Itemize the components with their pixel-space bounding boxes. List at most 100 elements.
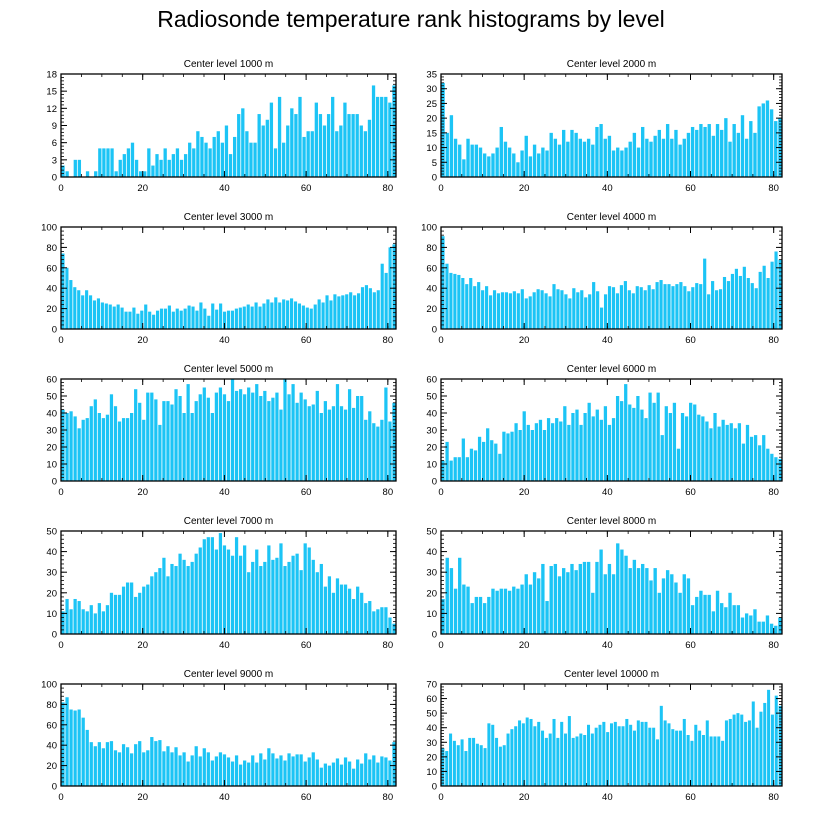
histogram-bar [380,756,383,786]
histogram-bar [219,388,222,482]
histogram-bar [380,97,383,177]
histogram-bar [78,160,81,177]
histogram-bar [710,736,713,786]
histogram-bar [679,282,682,329]
histogram-bar [583,735,586,786]
histogram-bar [665,406,668,481]
histogram-bar [203,539,206,634]
y-tick-label: 3 [52,155,57,166]
histogram-bar [296,554,299,634]
histogram-bar [283,379,286,481]
histogram-bar [551,423,554,481]
histogram-bar [219,304,222,330]
histogram-bar [287,562,290,634]
y-tick-label: 12 [46,104,57,115]
x-tick-label: 0 [438,335,443,346]
histogram-bar [327,114,330,177]
histogram-bar [373,292,376,329]
histogram-bar [468,738,471,786]
histogram-bar [158,740,161,786]
histogram-bar [102,611,105,634]
histogram-bar [758,445,761,481]
histogram-bar [136,314,139,329]
histogram-bar [462,439,465,482]
histogram-bar [740,715,743,786]
histogram-bar [529,296,532,329]
y-tick-label: 40 [46,741,57,752]
histogram-bar [458,457,461,481]
panel-9: Center level 9000 m0204060801000 20 40 60 80 [41,669,396,803]
histogram-bar [278,97,281,177]
histogram-bar [168,160,171,177]
histogram-bar [195,746,198,786]
histogram-bar [550,566,553,634]
histogram-bar [667,284,670,329]
histogram-bar [679,731,682,786]
histogram-bar [231,379,234,481]
histogram-bar [733,715,736,786]
histogram-bar [566,142,569,177]
histogram-bar [583,142,586,177]
histogram-bar [734,428,737,481]
histogram-bar [664,720,667,786]
y-tick-label: 100 [421,223,437,234]
histogram-bar [763,703,766,786]
histogram-bar [207,752,210,786]
histogram-bar [69,280,72,329]
histogram-bar [315,103,318,177]
histogram-bar [449,273,452,329]
histogram-bar [267,401,270,481]
histogram-bar [298,304,301,330]
histogram-bar [118,752,121,786]
histogram-bar [637,720,640,786]
y-tick-label: 0 [432,325,437,336]
histogram-bar [115,171,118,177]
histogram-bar [266,120,269,177]
histogram-bar [750,437,753,481]
histogram-bar [648,285,651,329]
histogram-bar [499,747,502,786]
x-tick-label: 80 [768,487,779,498]
panel-title: Center level 4000 m [567,212,657,223]
histogram-bar [182,752,185,786]
y-tick-label: 100 [41,223,57,234]
histogram-bar [725,720,728,786]
histogram-bar [150,393,153,481]
histogram-bar [195,554,198,634]
histogram-bar [478,437,481,481]
histogram-bar [699,284,702,329]
histogram-bar [485,286,488,329]
histogram-bar [106,148,109,177]
histogram-bar [698,731,701,786]
histogram-bar [376,97,379,177]
histogram-bar [507,734,510,786]
histogram-bar [713,413,716,481]
histogram-bar [217,131,220,177]
histogram-bar [61,410,64,481]
histogram-bar [278,302,281,329]
histogram-bar [231,311,234,329]
histogram-bar [90,406,93,481]
panel-title: Center level 1000 m [184,59,274,70]
histogram-bar [291,556,294,634]
histogram-bar [73,287,76,329]
histogram-bar [678,593,681,634]
histogram-bar [110,148,113,177]
histogram-bar [343,103,346,177]
histogram-bar [105,304,108,330]
histogram-bar [290,298,293,329]
histogram-bar [142,420,145,481]
histogram-bar [723,277,726,329]
histogram-bar [545,738,548,786]
histogram-bar [113,307,116,329]
histogram-bar [563,406,566,481]
histogram-bar [660,706,663,786]
histogram-bar [340,765,343,786]
histogram-bar [687,133,690,177]
histogram-bar [495,738,498,786]
histogram-bar [146,585,149,634]
histogram-bar [543,430,546,481]
y-tick-label: 10 [426,460,437,471]
histogram-bar [502,432,505,481]
histogram-bar [691,605,694,634]
